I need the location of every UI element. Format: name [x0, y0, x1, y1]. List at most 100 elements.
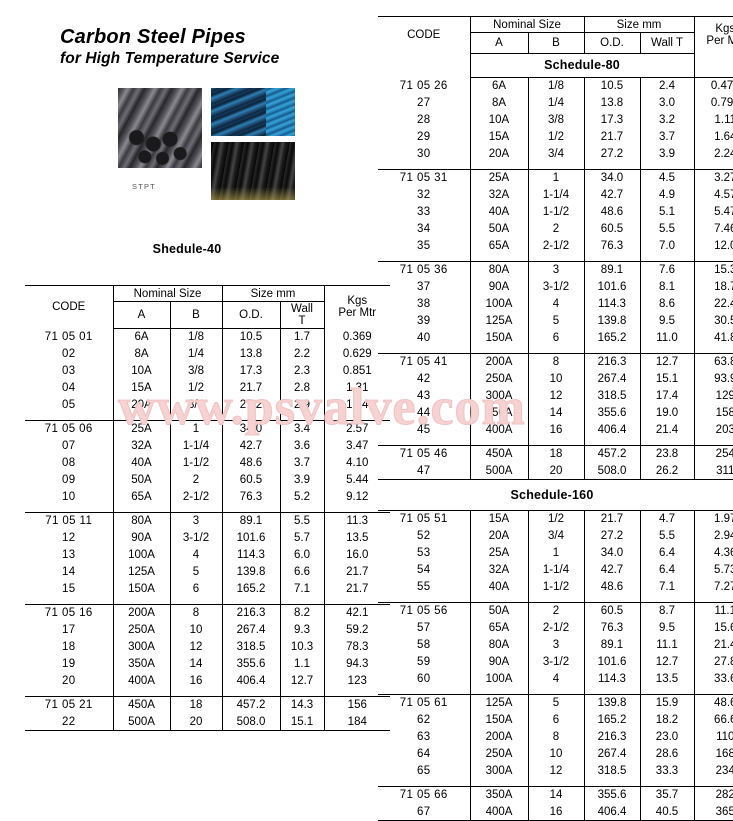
cell-code: 33 [378, 203, 471, 221]
cell-kgs-per-mtr: 1.11 [714, 114, 733, 126]
cell-od: 457.2 [584, 445, 641, 463]
cell-wall-t: 8.2 [280, 604, 325, 622]
cell-nominal-a: 350A [113, 655, 171, 673]
cell-wall-t: 7.0 [640, 237, 695, 255]
header-row-bottom: A B O.D. Wall T [25, 301, 390, 329]
cell-nominal-b: 18 [170, 696, 223, 714]
table-row: 64 250A 10 267.4 28.6 168 [378, 745, 733, 763]
cell-nominal-a: 400A [470, 421, 529, 439]
cell-nominal-b: 1/2 [528, 128, 585, 146]
cell-od: 27.2 [584, 527, 641, 545]
cell-kgs-per-mtr: 78.3 [346, 641, 369, 653]
table-head: CODE Nominal Size Size mm Kgs Per Mtr A … [378, 16, 733, 78]
cell-kgs-per-mtr: 203 [715, 424, 733, 436]
cell-kgs-per-mtr: 16.0 [346, 549, 369, 561]
cell-nominal-a: 25A [470, 544, 529, 562]
cell-kgs-per-mtr: 94.3 [346, 658, 369, 670]
cell-wall-t: 12.7 [280, 672, 325, 690]
cell-code: 53 [378, 544, 471, 562]
group-gap-row [378, 162, 733, 170]
cell-nominal-b: 20 [528, 462, 585, 480]
page-subtitle: for High Temperature Service [60, 50, 280, 67]
cell-nominal-a: 90A [470, 653, 529, 671]
cell-code: 57 [378, 619, 471, 637]
cell-nominal-b: 8 [528, 353, 585, 371]
cell-od: 21.7 [222, 379, 281, 397]
cell-code: 30 [378, 145, 471, 163]
cell-nominal-b: 8 [170, 604, 223, 622]
cell-kgs-per-mtr: 4.36 [714, 547, 733, 559]
cell-od: 318.5 [222, 638, 281, 656]
cell-code: 71 05 16 [25, 604, 114, 622]
table-row: 19 350A 14 355.6 1.1 94.3 [25, 655, 390, 673]
cell-od: 139.8 [584, 312, 641, 330]
cell-nominal-a: 50A [470, 602, 529, 620]
cell-od: 89.1 [584, 636, 641, 654]
header-nominal-size: Nominal Size [113, 285, 223, 302]
cell-kgs-per-mtr: 2.57 [324, 420, 391, 438]
cell-code: 18 [25, 638, 114, 656]
cell-code: 59 [378, 653, 471, 671]
cell-nominal-b: 4 [528, 295, 585, 313]
cell-kgs-per-mtr: 110 [716, 731, 733, 743]
cell-code: 27 [378, 94, 471, 112]
cell-wall-t: 3.7 [280, 454, 325, 472]
cell-nominal-a: 32A [113, 437, 171, 455]
cell-kgs-per-mtr: 4.57 [714, 189, 733, 201]
cell-od: 406.4 [584, 803, 641, 821]
cell-nominal-b: 1/2 [528, 510, 585, 528]
cell-od: 60.5 [584, 602, 641, 620]
cell-code: 62 [378, 711, 471, 729]
catalog-page: www.psvalve.com Carbon Steel Pipes for H… [25, 16, 733, 821]
header-row-top: CODE Nominal Size Size mm Kgs Per Mtr [378, 16, 733, 54]
cell-nominal-b: 3-1/2 [528, 653, 585, 671]
cell-od: 48.6 [222, 454, 281, 472]
pipe-photo-bundle-grey [118, 88, 202, 168]
cell-code: 52 [378, 527, 471, 545]
cell-wall-t: 5.1 [640, 203, 695, 221]
cell-nominal-b: 14 [528, 786, 585, 804]
cell-nominal-b: 1-1/2 [170, 454, 223, 472]
cell-wall-t: 2.8 [280, 379, 325, 397]
cell-nominal-b: 14 [170, 655, 223, 673]
cell-wall-t: 3.9 [640, 145, 695, 163]
cell-nominal-a: 80A [470, 261, 529, 279]
cell-nominal-b: 2 [170, 471, 223, 489]
header-kgs-line2: Per Mtr [706, 35, 733, 48]
cell-od: 42.7 [584, 561, 641, 579]
header-code: CODE [25, 285, 114, 329]
group-gap-row [378, 438, 733, 446]
schedule-160-body: 71 05 5115A1/221.74.71.975220A3/427.25.5… [378, 510, 733, 821]
cell-od: 89.1 [222, 512, 281, 530]
cell-code: 32 [378, 186, 471, 204]
cell-kgs-per-mtr: 21.4 [714, 639, 733, 651]
cell-kgs-per-mtr: 15.3 [694, 261, 733, 279]
cell-kgs-per-mtr: 1.64 [714, 131, 733, 143]
cell-od: 114.3 [584, 295, 641, 313]
table-row: 22 500A 20 508.0 15.1 184 [25, 713, 391, 731]
cell-nominal-a: 150A [470, 711, 529, 729]
header-nominal-size: Nominal Size [470, 16, 585, 33]
header-nominal-a: A [113, 301, 171, 329]
group-gap-row [25, 689, 390, 697]
header-kgs-line1: Kgs [715, 23, 733, 36]
cell-code: 35 [378, 237, 471, 255]
cell-od: 17.3 [222, 362, 281, 380]
header-od: O.D. [222, 301, 281, 329]
cell-kgs-per-mtr: 66.6 [714, 714, 733, 726]
cell-kgs-per-mtr: 9.12 [346, 491, 369, 503]
cell-nominal-b: 14 [528, 404, 585, 422]
cell-kgs-per-mtr: 254 [694, 445, 733, 463]
table-row: 28 10A 3/8 17.3 3.2 1.11 [378, 111, 733, 129]
cell-code: 71 05 26 [378, 77, 471, 95]
schedule-40-table-wrap: CODE Nominal Size Size mm Kgs Per Mtr A … [25, 285, 391, 731]
